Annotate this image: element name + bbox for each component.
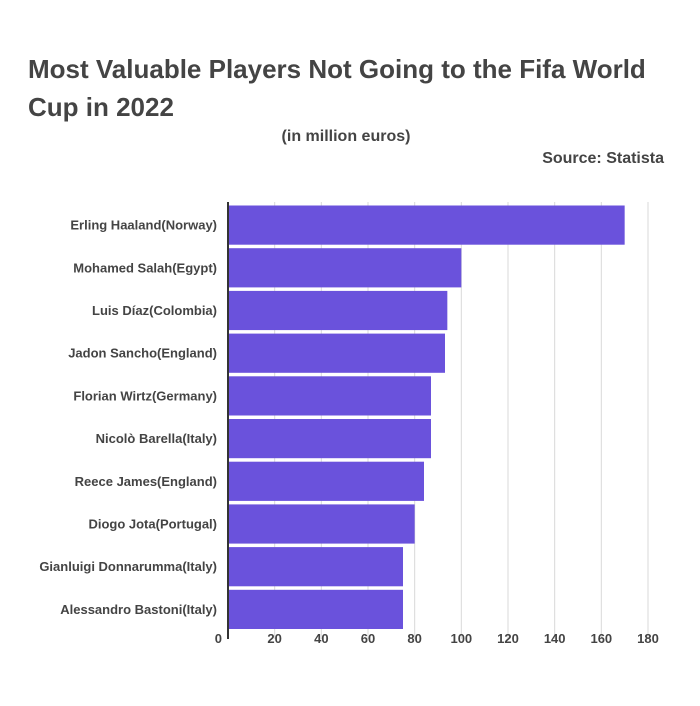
x-tick-label: 180 — [637, 631, 659, 646]
x-tick-label: 100 — [450, 631, 472, 646]
x-tick-label: 20 — [267, 631, 281, 646]
x-tick-label: 0 — [215, 631, 222, 646]
category-label: Gianluigi Donnarumma(Italy) — [39, 559, 217, 574]
x-tick-label: 40 — [314, 631, 328, 646]
bar — [229, 290, 448, 331]
bar — [229, 504, 415, 544]
category-label: Jadon Sancho(England) — [68, 346, 217, 361]
chart-subtitle: (in million euros) — [281, 128, 411, 145]
category-label: Florian Wirtz(Germany) — [73, 388, 217, 403]
category-labels: Erling Haaland(Norway) Mohamed Salah(Egyp… — [39, 218, 217, 617]
bar — [229, 419, 431, 459]
category-label: Nicolò Barella(Italy) — [96, 431, 217, 446]
bar — [229, 461, 424, 501]
category-label: Erling Haaland(Norway) — [70, 218, 217, 233]
bar — [229, 376, 431, 416]
x-tick-label: 120 — [497, 631, 519, 646]
category-label: Reece James(England) — [75, 474, 217, 489]
category-label: Luis Díaz(Colombia) — [92, 303, 217, 318]
bar — [229, 333, 445, 373]
x-tick-label: 60 — [361, 631, 375, 646]
chart-title: Most Valuable Players Not Going to the F… — [28, 54, 646, 122]
category-label: Alessandro Bastoni(Italy) — [60, 602, 217, 617]
x-axis-ticks: 0 20 40 60 80 100 120 140 160 180 — [215, 631, 659, 646]
bar — [229, 248, 462, 288]
x-tick-label: 140 — [544, 631, 566, 646]
bar-chart: Erling Haaland(Norway) Mohamed Salah(Egyp… — [39, 202, 659, 646]
category-label: Mohamed Salah(Egypt) — [73, 260, 217, 275]
bar — [229, 547, 403, 587]
bar — [229, 205, 625, 245]
bar — [229, 589, 403, 629]
category-label: Diogo Jota(Portugal) — [88, 517, 217, 532]
x-tick-label: 80 — [407, 631, 421, 646]
bars — [229, 205, 625, 629]
x-tick-label: 160 — [590, 631, 612, 646]
source-note: Source: Statista — [542, 150, 664, 167]
